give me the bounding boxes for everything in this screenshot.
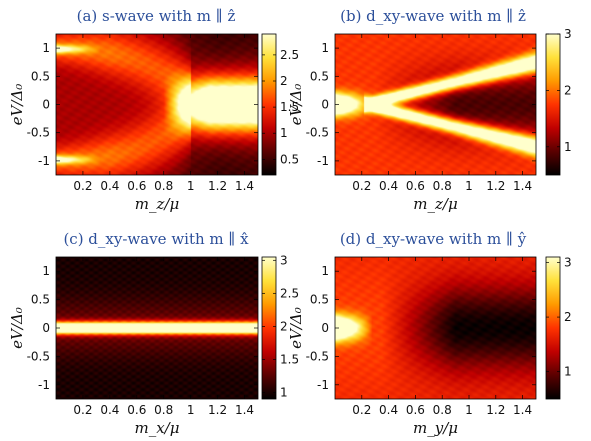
colorbar-tick-label: 2 <box>280 74 288 88</box>
y-tick-label: -0.5 <box>27 349 50 363</box>
y-tick-label: 0 <box>42 98 50 112</box>
x-tick-label: 1.4 <box>235 403 254 417</box>
colorbar-tick-label: 2.5 <box>280 48 299 62</box>
x-tick-label: 0.8 <box>433 403 452 417</box>
panel-c: (c) d_xy-wave with m ∥ x̂ 0.2 0.4 0.6 0.8 1 1.… <box>8 230 299 437</box>
x-axis-label: m_y/μ <box>413 419 458 437</box>
x-tick-label: 0.2 <box>352 179 371 193</box>
colorbar-frame <box>545 33 561 176</box>
colorbar-tick-label: 1 <box>564 365 572 379</box>
y-tick-label: -1 <box>317 378 329 392</box>
colorbar-tick-label: 2.5 <box>280 286 299 300</box>
x-tick-label: 1 <box>465 179 473 193</box>
panel-a: (a) s-wave with m ∥ ẑ 0.2 0.4 0.6 0.8 1 1.2 1.4… <box>8 7 299 213</box>
x-tick-label: 0.2 <box>73 403 92 417</box>
x-axis-label: m_z/μ <box>135 195 179 213</box>
colorbar-tick-label: 1 <box>564 140 572 154</box>
colorbar-tick-label: 2 <box>280 319 288 333</box>
panel-title: (a) s-wave with m ∥ ẑ <box>77 7 236 25</box>
panel-d: (d) d_xy-wave with m ∥ ŷ 0.2 0.4 0.6 0.8 1 1.2… <box>287 230 572 437</box>
colorbar <box>546 34 560 175</box>
colorbar <box>262 34 276 175</box>
x-tick-label: 0.4 <box>100 179 119 193</box>
colorbar-tick-label: 3 <box>564 255 572 269</box>
heatmap-c <box>56 257 258 399</box>
y-tick-label: 0.5 <box>310 69 329 83</box>
colorbar-tick-label: 1 <box>280 385 288 399</box>
x-tick-label: 1.4 <box>235 179 254 193</box>
y-tick-label: -0.5 <box>306 126 329 140</box>
x-tick-label: 0.6 <box>127 403 146 417</box>
heatmap-a <box>56 34 258 175</box>
y-tick-label: -1 <box>38 154 50 168</box>
colorbar-frame <box>261 33 277 176</box>
y-tick-label: 1 <box>42 264 50 278</box>
panel-title: (b) d_xy-wave with m ∥ ẑ <box>340 7 526 25</box>
y-tick-label: 0 <box>42 321 50 335</box>
x-tick-label: 0.8 <box>154 179 173 193</box>
y-axis-label: eV/Δ₀ <box>8 307 26 349</box>
x-tick-label: 0.8 <box>154 403 173 417</box>
colorbar-tick-label: 0.5 <box>280 152 299 166</box>
x-tick-label: 0.4 <box>379 403 398 417</box>
colorbar-tick-label: 2 <box>564 310 572 324</box>
colorbar <box>546 257 560 399</box>
heatmap-d <box>335 257 536 399</box>
panel-b: (b) d_xy-wave with m ∥ ẑ 0.2 0.4 0.6 0.8 1 1.2… <box>287 7 572 213</box>
colorbar <box>262 257 276 399</box>
x-tick-label: 1.4 <box>513 403 532 417</box>
x-tick-label: 0.4 <box>379 179 398 193</box>
y-tick-label: 0.5 <box>310 293 329 307</box>
y-tick-label: 1 <box>321 264 329 278</box>
x-axis-label: m_x/μ <box>135 419 180 437</box>
x-tick-label: 1 <box>187 403 195 417</box>
y-tick-label: -0.5 <box>306 349 329 363</box>
y-tick-label: -1 <box>38 378 50 392</box>
x-tick-label: 0.2 <box>352 403 371 417</box>
x-tick-label: 0.6 <box>406 179 425 193</box>
y-tick-label: 0.5 <box>31 293 50 307</box>
y-tick-label: 1 <box>42 41 50 55</box>
x-tick-label: 1.2 <box>208 179 227 193</box>
colorbar-frame <box>545 256 561 400</box>
x-tick-label: 1.2 <box>486 179 505 193</box>
x-tick-label: 0.4 <box>100 403 119 417</box>
x-tick-label: 1.2 <box>208 403 227 417</box>
x-tick-label: 0.8 <box>433 179 452 193</box>
x-tick-label: 1 <box>465 403 473 417</box>
x-tick-label: 1 <box>187 179 195 193</box>
colorbar-tick-label: 1 <box>280 126 288 140</box>
colorbar-tick-label: 1.5 <box>280 100 299 114</box>
y-axis-label: eV/Δ₀ <box>287 307 305 349</box>
heatmap-b <box>335 34 536 175</box>
y-tick-label: -0.5 <box>27 126 50 140</box>
x-tick-label: 0.2 <box>73 179 92 193</box>
y-tick-label: 0 <box>321 321 329 335</box>
x-tick-label: 0.6 <box>127 179 146 193</box>
x-tick-label: 1.4 <box>513 179 532 193</box>
colorbar-tick-label: 3 <box>564 27 572 41</box>
y-tick-label: 0 <box>321 98 329 112</box>
x-tick-label: 0.6 <box>406 403 425 417</box>
x-axis-label: m_z/μ <box>413 195 457 213</box>
colorbar-tick-label: 1.5 <box>280 352 299 366</box>
panel-title: (d) d_xy-wave with m ∥ ŷ <box>340 230 527 248</box>
y-tick-label: 1 <box>321 41 329 55</box>
colorbar-tick-label: 3 <box>280 253 288 267</box>
y-axis-label: eV/Δ₀ <box>8 84 26 126</box>
colorbar-tick-label: 2 <box>564 83 572 97</box>
x-tick-label: 1.2 <box>486 403 505 417</box>
y-axis-label: eV/Δ₀ <box>287 84 305 126</box>
panel-title: (c) d_xy-wave with m ∥ x̂ <box>63 230 249 248</box>
y-tick-label: -1 <box>317 154 329 168</box>
y-tick-label: 0.5 <box>31 69 50 83</box>
colorbar-frame <box>261 256 277 400</box>
